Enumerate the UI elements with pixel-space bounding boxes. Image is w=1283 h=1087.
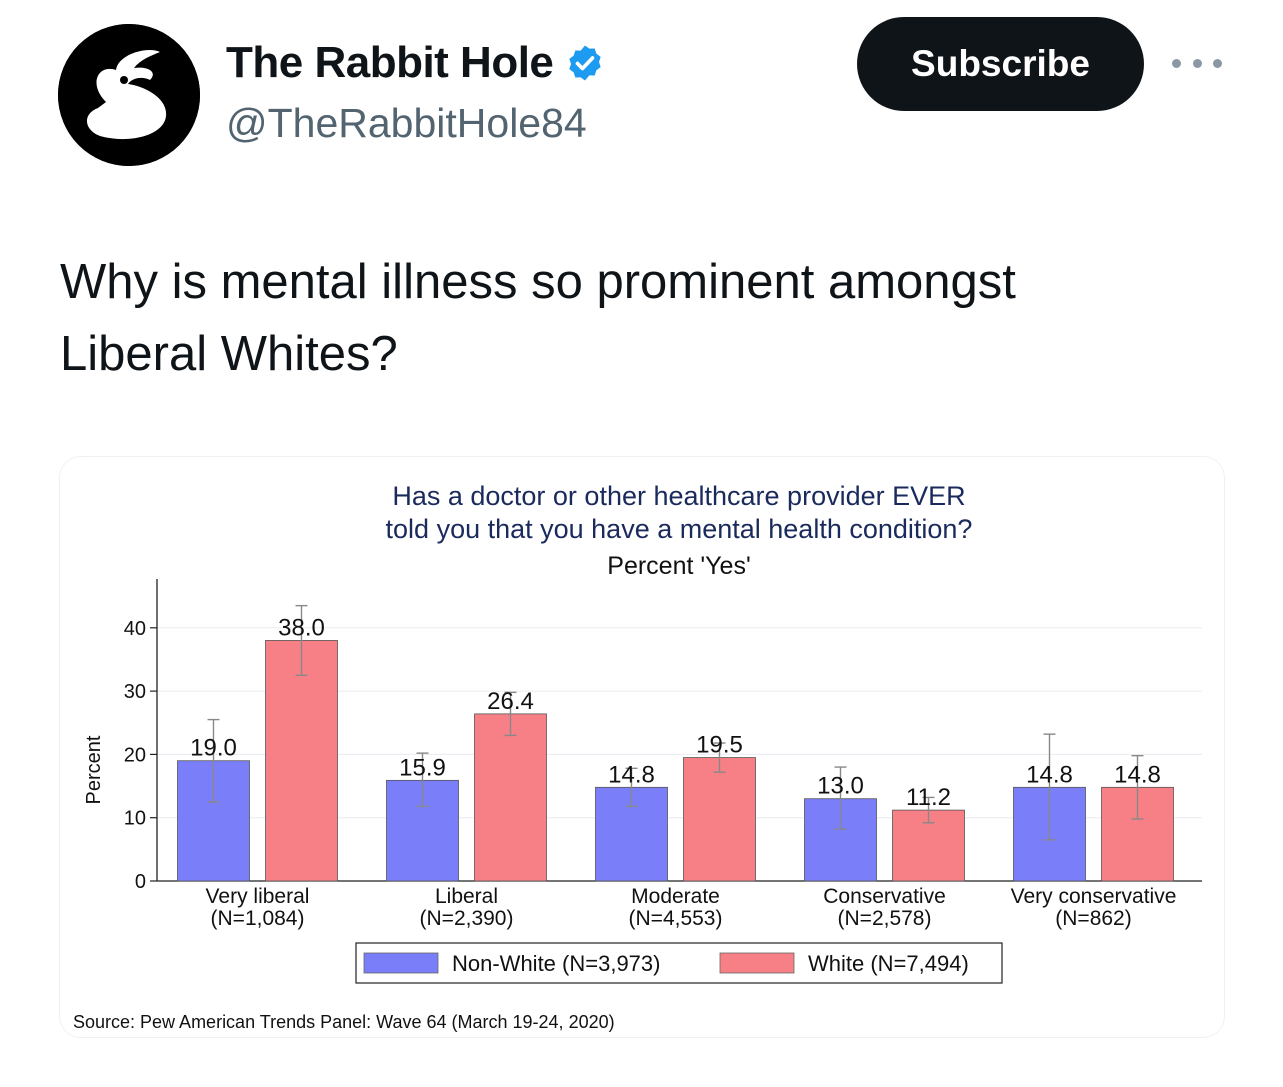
dot	[1192, 58, 1202, 68]
chart-title: told you that you have a mental health c…	[386, 514, 973, 544]
dot	[1172, 58, 1181, 68]
tweet-media-image[interactable]: Has a doctor or other healthcare provide…	[59, 456, 1225, 1038]
avatar[interactable]	[58, 24, 200, 166]
tweet-text-line: Liberal Whites?	[60, 327, 398, 381]
chart-source: Source: Pew American Trends Panel: Wave …	[73, 1012, 615, 1032]
tweet-text-line: Why is mental illness so prominent among…	[60, 255, 1016, 309]
verified-badge-icon	[569, 45, 602, 81]
y-axis-title: Percent	[83, 735, 105, 804]
bar-value-label: 13.0	[817, 773, 864, 800]
y-tick-label: 20	[124, 744, 146, 766]
bar-value-label: 19.0	[190, 735, 237, 762]
bar	[474, 713, 547, 882]
y-tick-label: 10	[124, 808, 146, 830]
legend-label: White (N=7,494)	[808, 951, 969, 976]
bar-chart: Has a doctor or other healthcare provide…	[73, 481, 1202, 1032]
bar-value-label: 38.0	[278, 614, 325, 641]
category-label: Moderate	[631, 885, 720, 908]
bar-value-label: 14.8	[1114, 761, 1161, 788]
tweet-text: Why is mental illness so prominent among…	[60, 246, 1230, 390]
more-options-icon[interactable]	[1172, 48, 1222, 78]
legend-swatch	[719, 952, 795, 974]
user-handle[interactable]: @TheRabbitHole84	[226, 100, 587, 146]
bar-value-label: 14.8	[608, 761, 655, 788]
display-name-text[interactable]: The Rabbit Hole	[226, 38, 554, 87]
y-tick-label: 30	[124, 681, 146, 703]
bar-value-label: 11.2	[906, 784, 951, 811]
category-label: Conservative	[823, 885, 946, 908]
chart-subtitle: Percent 'Yes'	[607, 552, 750, 580]
category-label: (N=2,390)	[420, 907, 514, 930]
category-label: Very conservative	[1011, 885, 1177, 908]
rabbit-logo-icon	[58, 24, 200, 166]
legend-box	[355, 942, 1003, 984]
chart-title: Has a doctor or other healthcare provide…	[392, 481, 965, 511]
bar	[683, 757, 756, 882]
bar-value-label: 19.5	[696, 732, 743, 759]
y-tick-label: 40	[124, 618, 146, 640]
y-tick-label: 0	[135, 871, 146, 893]
dot	[1213, 58, 1222, 68]
category-label: (N=862)	[1055, 907, 1131, 930]
legend-swatch	[363, 952, 439, 974]
category-label: (N=1,084)	[211, 907, 305, 930]
category-label: (N=2,578)	[838, 907, 932, 930]
bar-value-label: 14.8	[1026, 761, 1073, 788]
display-name[interactable]: The Rabbit Hole	[226, 38, 605, 88]
subscribe-button[interactable]: Subscribe	[857, 17, 1144, 111]
legend-label: Non-White (N=3,973)	[452, 951, 660, 976]
category-label: Very liberal	[206, 885, 310, 908]
bar	[265, 640, 338, 882]
category-label: (N=4,553)	[629, 907, 723, 930]
bar-value-label: 15.9	[399, 754, 446, 781]
category-label: Liberal	[435, 885, 498, 908]
bar-value-label: 26.4	[487, 688, 534, 715]
